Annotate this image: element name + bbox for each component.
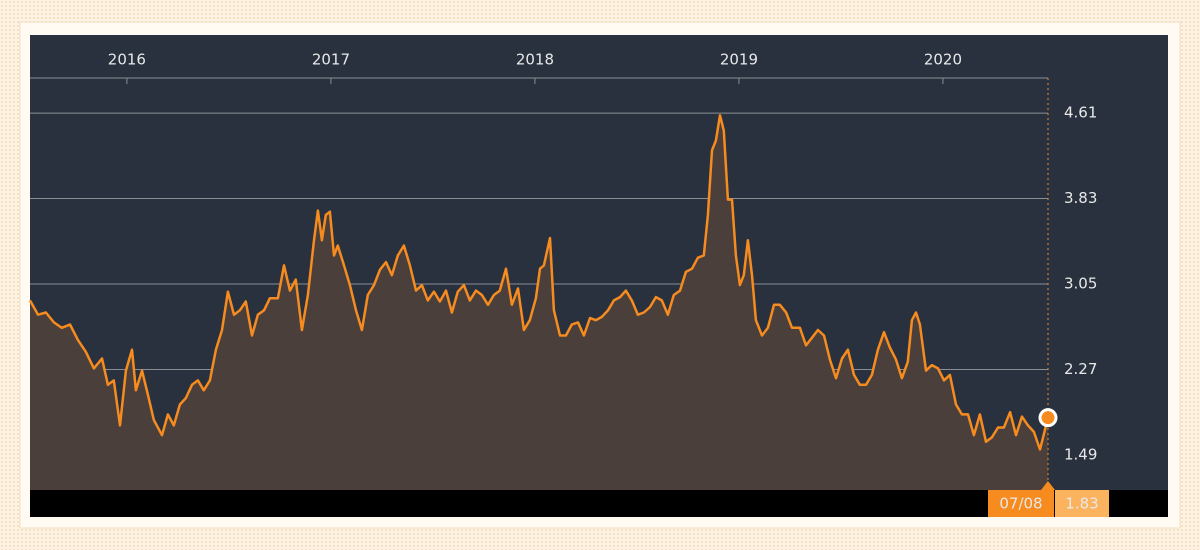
last-point — [1038, 408, 1058, 428]
value-box — [1055, 490, 1109, 517]
x-tick-label: 2019 — [720, 51, 758, 69]
y-tick-label: 2.27 — [1064, 360, 1097, 378]
date-label: 07/08 — [999, 495, 1042, 513]
x-tick-label: 2018 — [516, 51, 554, 69]
x-tick-label: 2017 — [312, 51, 350, 69]
y-tick-label: 1.49 — [1064, 445, 1097, 463]
y-tick-label: 3.05 — [1064, 275, 1097, 293]
x-tick-label: 2020 — [924, 51, 962, 69]
bottom-bar — [30, 490, 1168, 517]
line — [28, 114, 1050, 451]
area — [30, 115, 1048, 491]
x-tick-label: 2016 — [108, 51, 146, 69]
y-tick-label: 3.83 — [1064, 189, 1097, 207]
y-tick-label: 4.61 — [1064, 104, 1097, 122]
date-box — [988, 490, 1054, 517]
cursor-pointer — [1041, 481, 1055, 490]
value-label: 1.83 — [1065, 495, 1098, 513]
